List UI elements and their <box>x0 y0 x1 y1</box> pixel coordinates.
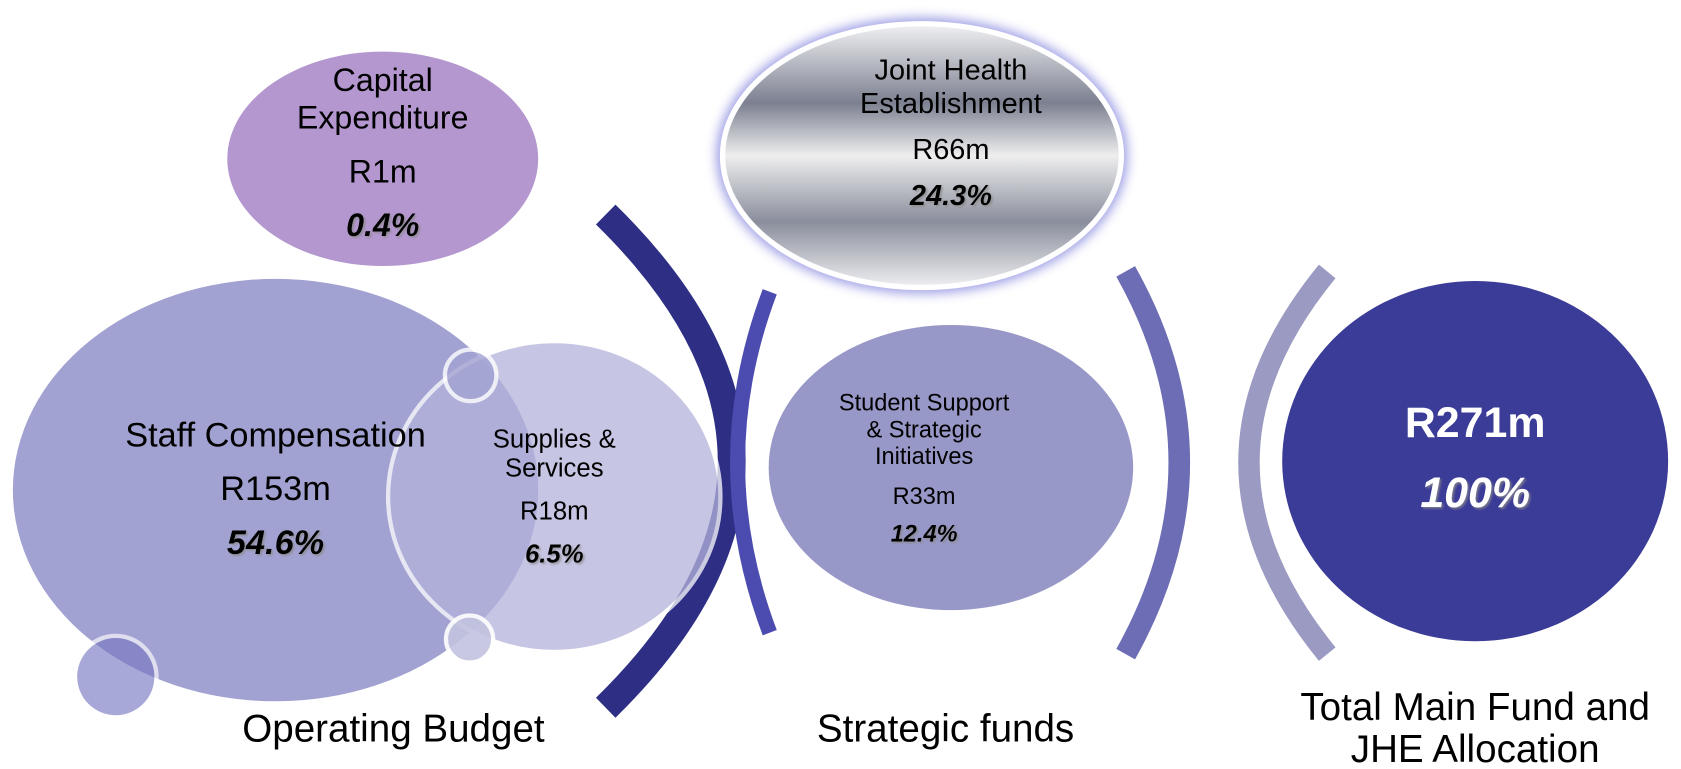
label: Joint Health <box>875 55 1028 87</box>
supplies-bubble <box>385 338 723 655</box>
label: Staff Compensation <box>125 417 426 455</box>
amount: R33m <box>893 483 956 509</box>
label: Student Support <box>839 390 1010 416</box>
percent: 54.6% <box>227 524 324 562</box>
percent: 100% <box>1420 469 1530 517</box>
amount: R18m <box>520 497 589 525</box>
amount: R271m <box>1405 399 1546 447</box>
percent: 0.4% <box>346 207 419 243</box>
percent: 6.5% <box>525 540 584 568</box>
amount: R153m <box>220 470 331 508</box>
label: Services <box>505 455 604 483</box>
label: Supplies & <box>493 426 616 454</box>
percent: 12.4% <box>891 520 958 546</box>
group-caption: Operating Budget <box>242 708 545 751</box>
deco-circle <box>72 633 159 720</box>
bracket-arc <box>1238 264 1336 661</box>
total-bubble <box>1282 281 1669 642</box>
amount: R66m <box>912 134 989 166</box>
label: Capital <box>333 62 433 98</box>
student-bubble <box>768 325 1134 611</box>
staff-bubble <box>12 278 539 702</box>
percent: 24.3% <box>909 180 992 212</box>
bracket-arc <box>730 289 777 636</box>
label: & Strategic <box>866 416 982 442</box>
label: Expenditure <box>297 100 469 136</box>
amount: R1m <box>349 153 417 189</box>
bracket-arc <box>1116 266 1190 660</box>
label: Establishment <box>860 88 1042 120</box>
group-caption: Total Main Fund and <box>1300 686 1650 729</box>
label: Initiatives <box>875 443 973 469</box>
deco-circle <box>442 347 499 404</box>
jhe-bubble <box>719 21 1125 291</box>
group-caption: JHE Allocation <box>1351 728 1600 769</box>
capital-bubble <box>227 51 539 267</box>
deco-circle <box>443 613 496 665</box>
group-caption: Strategic funds <box>817 708 1074 751</box>
